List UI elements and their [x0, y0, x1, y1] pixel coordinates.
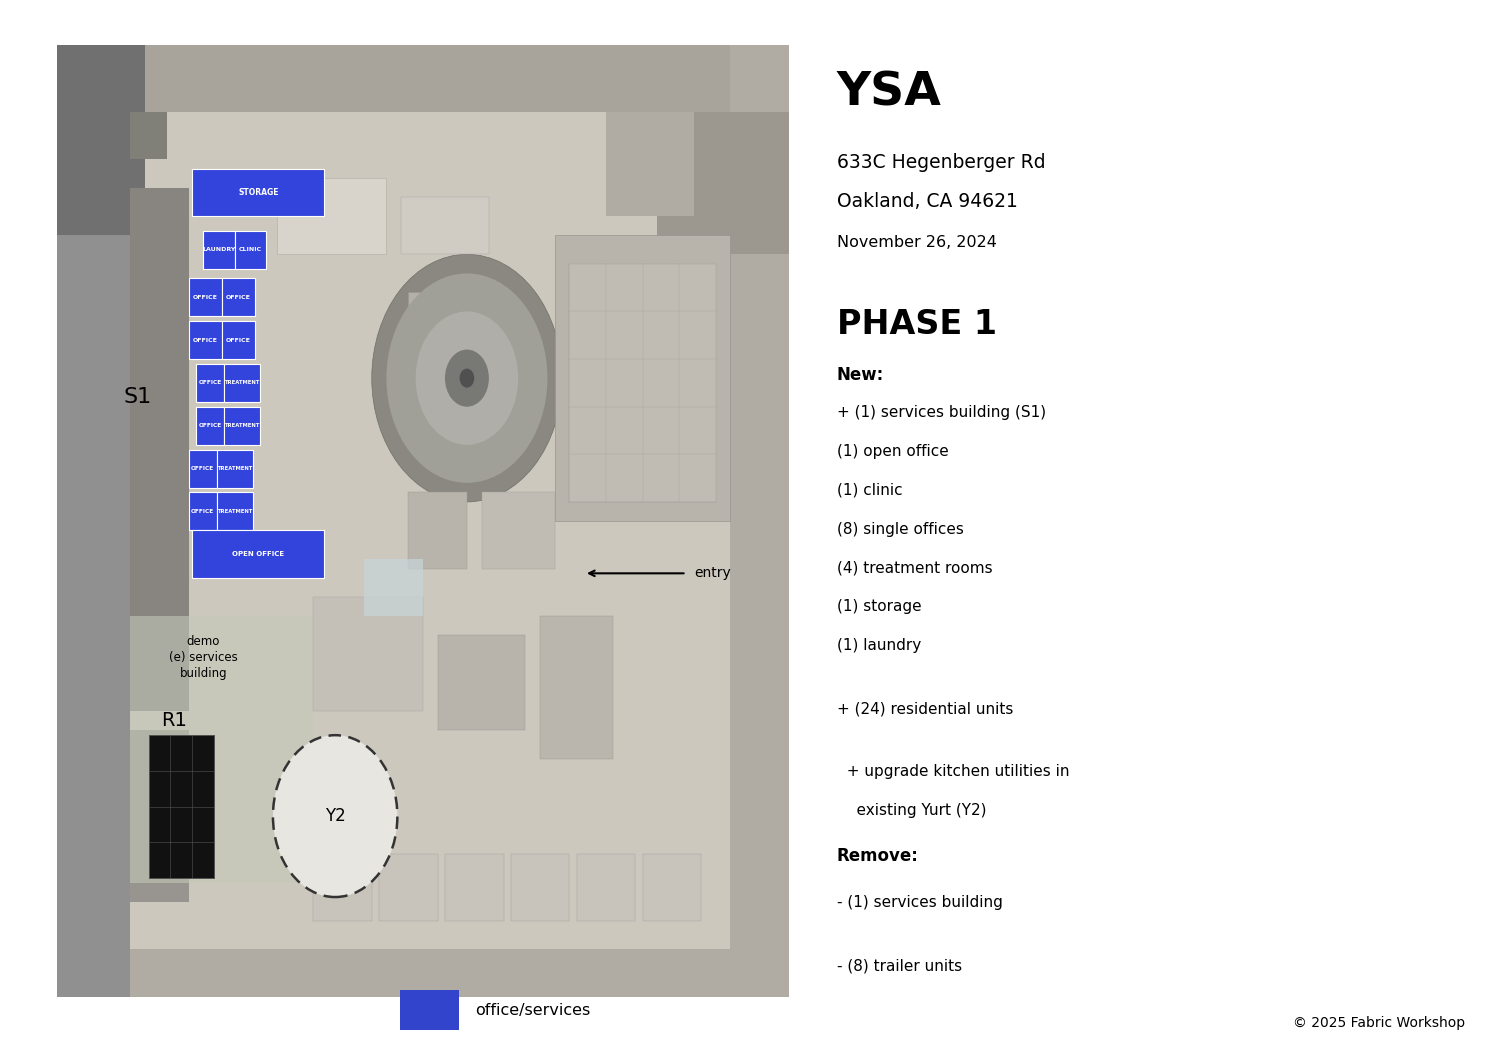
Text: OFFICE: OFFICE: [190, 466, 214, 471]
Text: TREATMENT: TREATMENT: [225, 380, 260, 385]
Bar: [57, 949, 789, 997]
Text: OFFICE: OFFICE: [225, 337, 251, 342]
Text: TREATMENT: TREATMENT: [217, 466, 252, 471]
Bar: [57, 45, 146, 235]
Bar: [512, 854, 570, 921]
Text: office/services: office/services: [476, 1002, 591, 1018]
Text: (4) treatment rooms: (4) treatment rooms: [837, 561, 993, 575]
Text: STORAGE: STORAGE: [238, 188, 279, 197]
Text: OFFICE: OFFICE: [198, 380, 222, 385]
Text: TREATMENT: TREATMENT: [217, 508, 252, 514]
Circle shape: [372, 255, 562, 502]
Bar: [730, 45, 789, 997]
Circle shape: [459, 369, 474, 387]
Bar: [130, 188, 189, 711]
Text: November 26, 2024: November 26, 2024: [837, 235, 998, 251]
Text: Remove:: Remove:: [837, 847, 920, 864]
Text: OFFICE: OFFICE: [225, 294, 251, 300]
Bar: [540, 616, 614, 759]
Bar: [642, 854, 700, 921]
Text: demo
(e) services
building: demo (e) services building: [170, 635, 238, 681]
Text: CLINIC: CLINIC: [238, 247, 262, 252]
Text: S1: S1: [123, 387, 152, 407]
Circle shape: [273, 735, 398, 897]
Bar: [192, 169, 324, 216]
Text: OFFICE: OFFICE: [194, 337, 217, 342]
Text: + (24) residential units: + (24) residential units: [837, 702, 1014, 716]
Bar: [57, 45, 789, 112]
Bar: [380, 854, 438, 921]
Bar: [222, 321, 255, 359]
Bar: [189, 278, 222, 316]
Text: Y2: Y2: [326, 807, 345, 825]
Bar: [408, 292, 466, 407]
Bar: [196, 407, 223, 445]
Text: TREATMENT: TREATMENT: [225, 423, 260, 428]
Text: (1) clinic: (1) clinic: [837, 482, 903, 498]
Text: © 2025 Fabric Workshop: © 2025 Fabric Workshop: [1293, 1016, 1466, 1029]
Text: + (1) services building (S1): + (1) services building (S1): [837, 405, 1046, 420]
Bar: [364, 559, 423, 616]
Text: (1) storage: (1) storage: [837, 599, 921, 614]
Bar: [314, 854, 372, 921]
Bar: [224, 407, 261, 445]
Text: OFFICE: OFFICE: [198, 423, 222, 428]
Text: PHASE 1: PHASE 1: [837, 308, 998, 341]
Bar: [570, 264, 716, 502]
Text: R1: R1: [160, 711, 188, 731]
Bar: [236, 231, 267, 268]
Bar: [314, 597, 423, 711]
Text: OPEN OFFICE: OPEN OFFICE: [232, 551, 285, 557]
Text: existing Yurt (Y2): existing Yurt (Y2): [837, 803, 987, 818]
Bar: [148, 735, 214, 878]
Circle shape: [446, 350, 489, 407]
Bar: [196, 364, 223, 402]
Text: YSA: YSA: [837, 70, 942, 115]
Text: 633C Hegenberger Rd: 633C Hegenberger Rd: [837, 152, 1046, 171]
Text: - (1) services building: - (1) services building: [837, 896, 1004, 910]
Bar: [189, 450, 216, 488]
Text: entry: entry: [694, 566, 730, 580]
Circle shape: [416, 311, 518, 445]
Bar: [192, 530, 324, 578]
Text: (1) open office: (1) open office: [837, 444, 948, 459]
Bar: [408, 493, 466, 569]
Text: (8) single offices: (8) single offices: [837, 522, 964, 537]
Text: (1) laundry: (1) laundry: [837, 638, 921, 654]
Bar: [130, 112, 166, 159]
Text: Oakland, CA 94621: Oakland, CA 94621: [837, 191, 1019, 211]
Bar: [216, 493, 254, 530]
Bar: [216, 450, 254, 488]
Bar: [130, 731, 189, 902]
Bar: [57, 45, 130, 997]
Bar: [224, 364, 261, 402]
Bar: [657, 112, 789, 255]
Text: + upgrade kitchen utilities in: + upgrade kitchen utilities in: [837, 764, 1070, 780]
Bar: [482, 493, 555, 569]
Bar: [189, 493, 216, 530]
Bar: [438, 635, 525, 731]
Bar: [555, 235, 730, 521]
Bar: [130, 616, 314, 883]
Circle shape: [387, 274, 548, 483]
Bar: [189, 321, 222, 359]
Bar: [222, 278, 255, 316]
Bar: [400, 197, 489, 255]
Text: - (8) trailer units: - (8) trailer units: [837, 958, 962, 974]
Text: New:: New:: [837, 366, 885, 384]
Bar: [576, 854, 636, 921]
Bar: [276, 179, 387, 255]
Bar: [204, 231, 236, 268]
Text: LAUNDRY: LAUNDRY: [202, 247, 236, 252]
Bar: [606, 112, 694, 216]
Bar: [399, 990, 459, 1030]
Bar: [446, 854, 504, 921]
Bar: [130, 112, 730, 949]
Text: OFFICE: OFFICE: [194, 294, 217, 300]
Text: OFFICE: OFFICE: [190, 508, 214, 514]
